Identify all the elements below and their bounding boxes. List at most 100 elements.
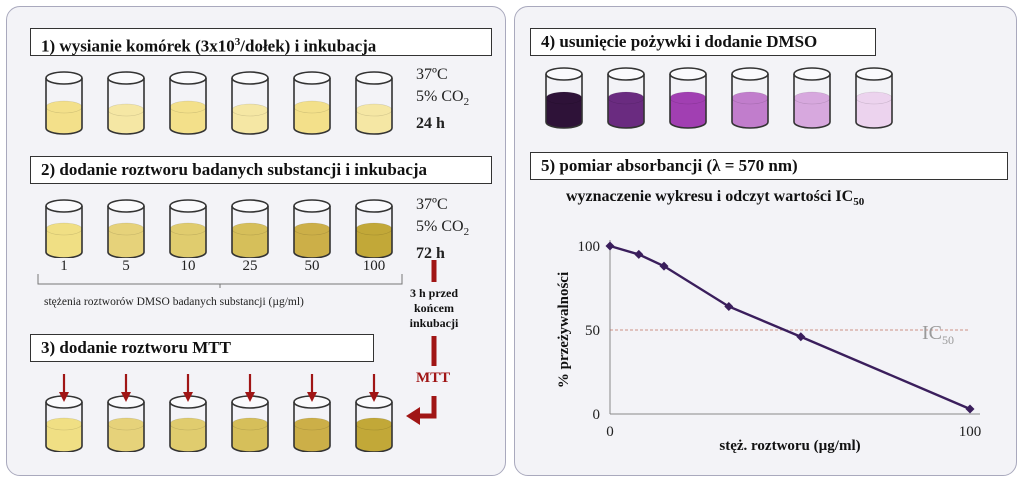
step1-time: 24 h [416, 113, 469, 135]
step4-well-rim [731, 67, 769, 81]
x-tick-label: 0 [606, 424, 614, 440]
bracket-line [37, 274, 403, 285]
step1-well-glass [231, 78, 269, 135]
step3-well-glass [355, 402, 393, 452]
step2-well-rim [107, 199, 145, 213]
step1-time-text: 24 h [416, 115, 445, 133]
step4-well [669, 67, 707, 129]
step1-well-glass [355, 78, 393, 135]
step4-well-rim [793, 67, 831, 81]
step5-title: 5) pomiar absorbancji (λ = 570 nm) [530, 152, 1008, 180]
step4-well-surface [545, 91, 583, 105]
step5-subtitle-prefix: wyznaczenie wykresu i odczyt wartości IC [566, 188, 854, 205]
y-tick-label: 0 [593, 407, 601, 423]
step2-well-rim [231, 199, 269, 213]
step2-co2-sub: 2 [463, 226, 470, 239]
step2-well-rim [169, 199, 207, 213]
step4-well-rim [855, 67, 893, 81]
side-arrow [406, 260, 437, 425]
step1-well-rim [231, 71, 269, 85]
side-note-line1: 3 h przed [410, 286, 458, 300]
step1-well-glass [107, 78, 145, 135]
step1-co2: 5% CO2 [416, 86, 469, 113]
step3-wells [45, 374, 393, 452]
step2-well-surface [45, 222, 83, 236]
concentration-label: 100 [362, 258, 386, 274]
step1-well [45, 71, 83, 135]
step3-well-glass [231, 402, 269, 452]
step1-title-sup: 3 [234, 36, 241, 48]
step3-title: 3) dodanie roztworu MTT [30, 334, 374, 362]
concentration-label: 10 [180, 258, 196, 274]
step2-temp: 37ºC [416, 196, 448, 213]
step4-well-surface [793, 91, 831, 105]
step1-co2-prefix: 5% CO [416, 88, 464, 105]
data-point [796, 332, 806, 342]
step3-well-liquid [232, 424, 268, 452]
mtt-drop-arrow [369, 374, 379, 402]
side-note-line3: inkubacji [409, 316, 459, 330]
step2-conditions: 37ºC 5% CO2 72 h [416, 194, 469, 265]
step3-well-surface [107, 417, 145, 431]
step1-well-rim [169, 71, 207, 85]
step1-temp: 37ºC [416, 66, 448, 83]
step4-well-rim [607, 67, 645, 81]
step3-well [169, 395, 207, 452]
mtt-drop-arrow [121, 374, 131, 402]
series-line [609, 244, 971, 411]
step3-well [293, 395, 331, 452]
step1-well-liquid [356, 110, 392, 134]
data-point [965, 404, 975, 414]
step4-wells [545, 67, 893, 129]
step2-co2: 5% CO2 [416, 216, 469, 243]
x-axis-label: stęż. roztworu (µg/ml) [719, 438, 860, 454]
step1-well [107, 71, 145, 135]
step4-well-liquid [608, 98, 644, 128]
mtt-drop-arrow [307, 374, 317, 402]
step3-well-glass [293, 402, 331, 452]
step1-well-glass [293, 78, 331, 135]
step3-well [45, 395, 83, 452]
step5-subtitle-sub: 50 [853, 196, 865, 209]
step3-well-liquid [356, 424, 392, 452]
step4-well-rim [545, 67, 583, 81]
step1-well-glass [45, 78, 83, 135]
step4-well-surface [607, 91, 645, 105]
step2-well-glass [45, 206, 83, 258]
step2-well-liquid [108, 229, 144, 258]
step3-well-glass [45, 402, 83, 452]
step4-well-rim [669, 67, 707, 81]
side-arrow-bottom-segment [418, 396, 437, 419]
ic50-label: IC50 [922, 322, 954, 347]
step3-well-surface [231, 417, 269, 431]
step2-well-surface [355, 222, 393, 236]
data-point [724, 301, 734, 311]
step2-time: 72 h [416, 243, 469, 265]
step4-well-surface [731, 91, 769, 105]
step3-well-liquid [294, 424, 330, 452]
step4-title: 4) usunięcie pożywki i dodanie DMSO [530, 28, 876, 56]
step3-well-surface [169, 417, 207, 431]
step4-well-liquid [670, 98, 706, 128]
step2-well-glass [107, 206, 145, 258]
step4-well [545, 67, 583, 129]
step1-well-liquid [294, 107, 330, 134]
side-note-line2: końcem [414, 301, 454, 315]
data-point [605, 241, 615, 251]
step1-well [293, 71, 331, 135]
step2-well-liquid [170, 229, 206, 258]
step1-well-rim [107, 71, 145, 85]
step1-co2-sub: 2 [463, 96, 470, 109]
step4-well [793, 67, 831, 129]
step4-well-glass [669, 74, 707, 129]
data-point [634, 249, 644, 259]
step3-well-surface [45, 417, 83, 431]
step4-well [731, 67, 769, 129]
step1-well-surface [169, 100, 207, 114]
step2-well-glass [293, 206, 331, 258]
mtt-drop-arrow [245, 374, 255, 402]
step1-well-liquid [108, 110, 144, 134]
viability-chart: IC50 0 50 100 0 100 stęż. roztworu (µg/ml) % pr… [556, 239, 981, 454]
step3-well [107, 395, 145, 452]
